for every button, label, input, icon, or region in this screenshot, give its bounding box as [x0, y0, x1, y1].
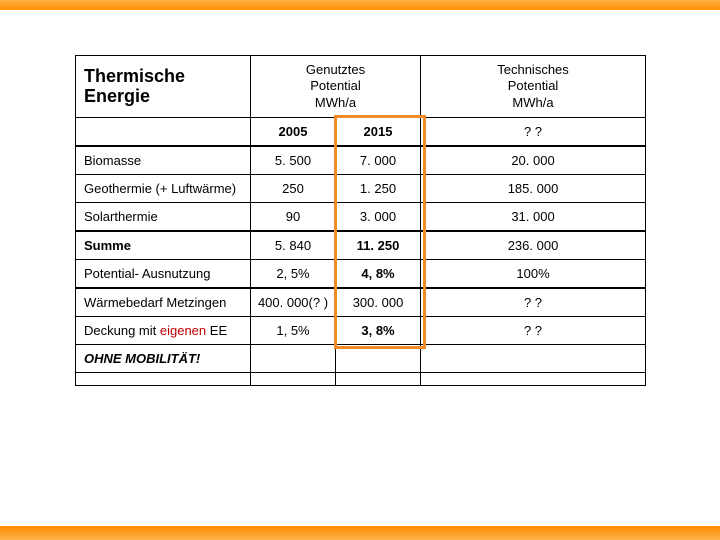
biomasse-tech: 20. 000 — [421, 146, 646, 175]
ausnutzung-tech: 100% — [421, 259, 646, 288]
year-2005: 2005 — [251, 117, 336, 146]
mobilitaet-2015 — [336, 344, 421, 372]
deckung-2005: 1, 5% — [251, 316, 336, 344]
geothermie-2005: 250 — [251, 174, 336, 202]
row-solarthermie: Solarthermie 90 3. 000 31. 000 — [76, 202, 646, 231]
waermebedarf-2015: 300. 000 — [336, 288, 421, 317]
year-row: 2005 2015 ? ? — [76, 117, 646, 146]
summe-tech: 236. 000 — [421, 231, 646, 260]
year-tech: ? ? — [421, 117, 646, 146]
year-2015: 2015 — [336, 117, 421, 146]
deckung-2015: 3, 8% — [336, 316, 421, 344]
row-waermebedarf: Wärmebedarf Metzingen 400. 000(? ) 300. … — [76, 288, 646, 317]
label-summe: Summe — [76, 231, 251, 260]
mobilitaet-2005 — [251, 344, 336, 372]
title-line1: Thermische — [84, 66, 185, 86]
waermebedarf-2005: 400. 000(? ) — [251, 288, 336, 317]
row-blank — [76, 372, 646, 385]
waermebedarf-tech: ? ? — [421, 288, 646, 317]
top-accent-bar — [0, 0, 720, 10]
summe-2015: 11. 250 — [336, 231, 421, 260]
row-summe: Summe 5. 840 11. 250 236. 000 — [76, 231, 646, 260]
geothermie-tech: 185. 000 — [421, 174, 646, 202]
year-row-blank — [76, 117, 251, 146]
col-group-used: Genutztes Potential MWh/a — [251, 56, 421, 118]
header-row-1: Thermische Energie Genutztes Potential M… — [76, 56, 646, 118]
biomasse-2005: 5. 500 — [251, 146, 336, 175]
mobilitaet-tech — [421, 344, 646, 372]
row-geothermie: Geothermie (+ Luftwärme) 250 1. 250 185.… — [76, 174, 646, 202]
label-biomasse: Biomasse — [76, 146, 251, 175]
bottom-accent-bar — [0, 526, 720, 540]
solarthermie-2005: 90 — [251, 202, 336, 231]
ausnutzung-2015: 4, 8% — [336, 259, 421, 288]
row-ausnutzung: Potential- Ausnutzung 2, 5% 4, 8% 100% — [76, 259, 646, 288]
geothermie-2015: 1. 250 — [336, 174, 421, 202]
label-solarthermie: Solarthermie — [76, 202, 251, 231]
table-title: Thermische Energie — [76, 56, 251, 118]
energy-table-container: Thermische Energie Genutztes Potential M… — [75, 55, 645, 386]
biomasse-2015: 7. 000 — [336, 146, 421, 175]
deckung-tech: ? ? — [421, 316, 646, 344]
row-mobilitaet: OHNE MOBILITÄT! — [76, 344, 646, 372]
row-biomasse: Biomasse 5. 500 7. 000 20. 000 — [76, 146, 646, 175]
label-ausnutzung: Potential- Ausnutzung — [76, 259, 251, 288]
label-mobilitaet: OHNE MOBILITÄT! — [76, 344, 251, 372]
label-geothermie: Geothermie (+ Luftwärme) — [76, 174, 251, 202]
label-waermebedarf: Wärmebedarf Metzingen — [76, 288, 251, 317]
ausnutzung-2005: 2, 5% — [251, 259, 336, 288]
solarthermie-2015: 3. 000 — [336, 202, 421, 231]
summe-2005: 5. 840 — [251, 231, 336, 260]
solarthermie-tech: 31. 000 — [421, 202, 646, 231]
label-deckung: Deckung mit eigenen EE — [76, 316, 251, 344]
energy-table: Thermische Energie Genutztes Potential M… — [75, 55, 646, 386]
title-line2: Energie — [84, 86, 150, 106]
row-deckung: Deckung mit eigenen EE 1, 5% 3, 8% ? ? — [76, 316, 646, 344]
col-group-tech: Technisches Potential MWh/a — [421, 56, 646, 118]
